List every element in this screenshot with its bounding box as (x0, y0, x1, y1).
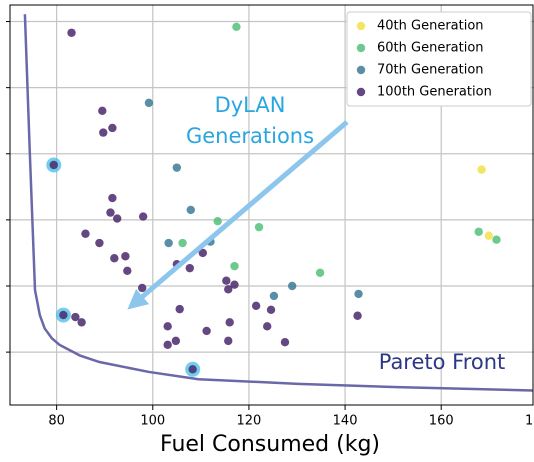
legend-marker (356, 65, 366, 75)
point (67, 28, 76, 37)
point (121, 252, 130, 261)
point (172, 163, 182, 172)
legend-marker (356, 21, 366, 31)
point (202, 326, 211, 336)
annotation-text: DyLAN (215, 93, 286, 117)
point (138, 212, 148, 221)
point (171, 336, 181, 346)
pareto-front (23, 14, 533, 392)
legend-marker (356, 87, 366, 97)
x-tick-label: 160 (429, 414, 454, 429)
point (354, 289, 363, 299)
x-tick-label: 80 (48, 414, 65, 429)
point (232, 22, 241, 32)
point (477, 165, 486, 174)
point (287, 281, 297, 291)
point (224, 336, 233, 346)
point (49, 160, 58, 170)
point (262, 322, 272, 331)
annotation-arrow (127, 120, 349, 310)
point (186, 205, 195, 215)
point (185, 263, 194, 273)
annotation-text: Generations (186, 124, 314, 148)
legend-box (346, 11, 532, 107)
x-tick-label: 120 (237, 414, 262, 429)
point (178, 238, 187, 248)
point (266, 305, 276, 314)
point (213, 216, 222, 226)
point (492, 235, 501, 244)
point (280, 337, 290, 347)
legend-label: 100th Generation (377, 85, 492, 100)
point (59, 310, 68, 320)
point (484, 231, 494, 240)
point (138, 283, 147, 293)
legend-label: 60th Generation (377, 41, 484, 56)
point (230, 280, 239, 289)
point (108, 123, 117, 133)
x-tick-label: 100 (140, 414, 165, 429)
legend-label: 70th Generation (377, 63, 484, 78)
x-tick-label: 180 (525, 414, 534, 429)
point (254, 222, 264, 232)
point (175, 304, 184, 314)
point (269, 291, 279, 301)
point (99, 128, 108, 137)
point (106, 208, 115, 217)
point (163, 322, 172, 331)
x-axis-label: Fuel Consumed (kg) (160, 432, 380, 457)
point (474, 227, 483, 236)
point (353, 311, 362, 320)
point (123, 266, 132, 275)
point (163, 340, 172, 350)
pareto-label: Pareto Front (379, 350, 506, 374)
point (164, 238, 173, 248)
point (113, 214, 122, 223)
point (315, 268, 325, 277)
point (77, 318, 86, 327)
point (71, 312, 80, 322)
point (222, 276, 231, 285)
point (225, 318, 234, 327)
point (98, 106, 107, 115)
point (224, 285, 233, 294)
legend-marker (356, 43, 366, 53)
point (144, 98, 154, 108)
x-tick-label: 140 (333, 414, 358, 429)
point (110, 254, 119, 263)
point (230, 261, 239, 271)
point (81, 229, 90, 238)
point (188, 365, 197, 374)
point (198, 248, 207, 258)
plot-frame (9, 4, 534, 406)
legend-label: 40th Generation (377, 19, 484, 34)
point (108, 193, 117, 203)
point (251, 301, 261, 311)
point (95, 238, 104, 248)
